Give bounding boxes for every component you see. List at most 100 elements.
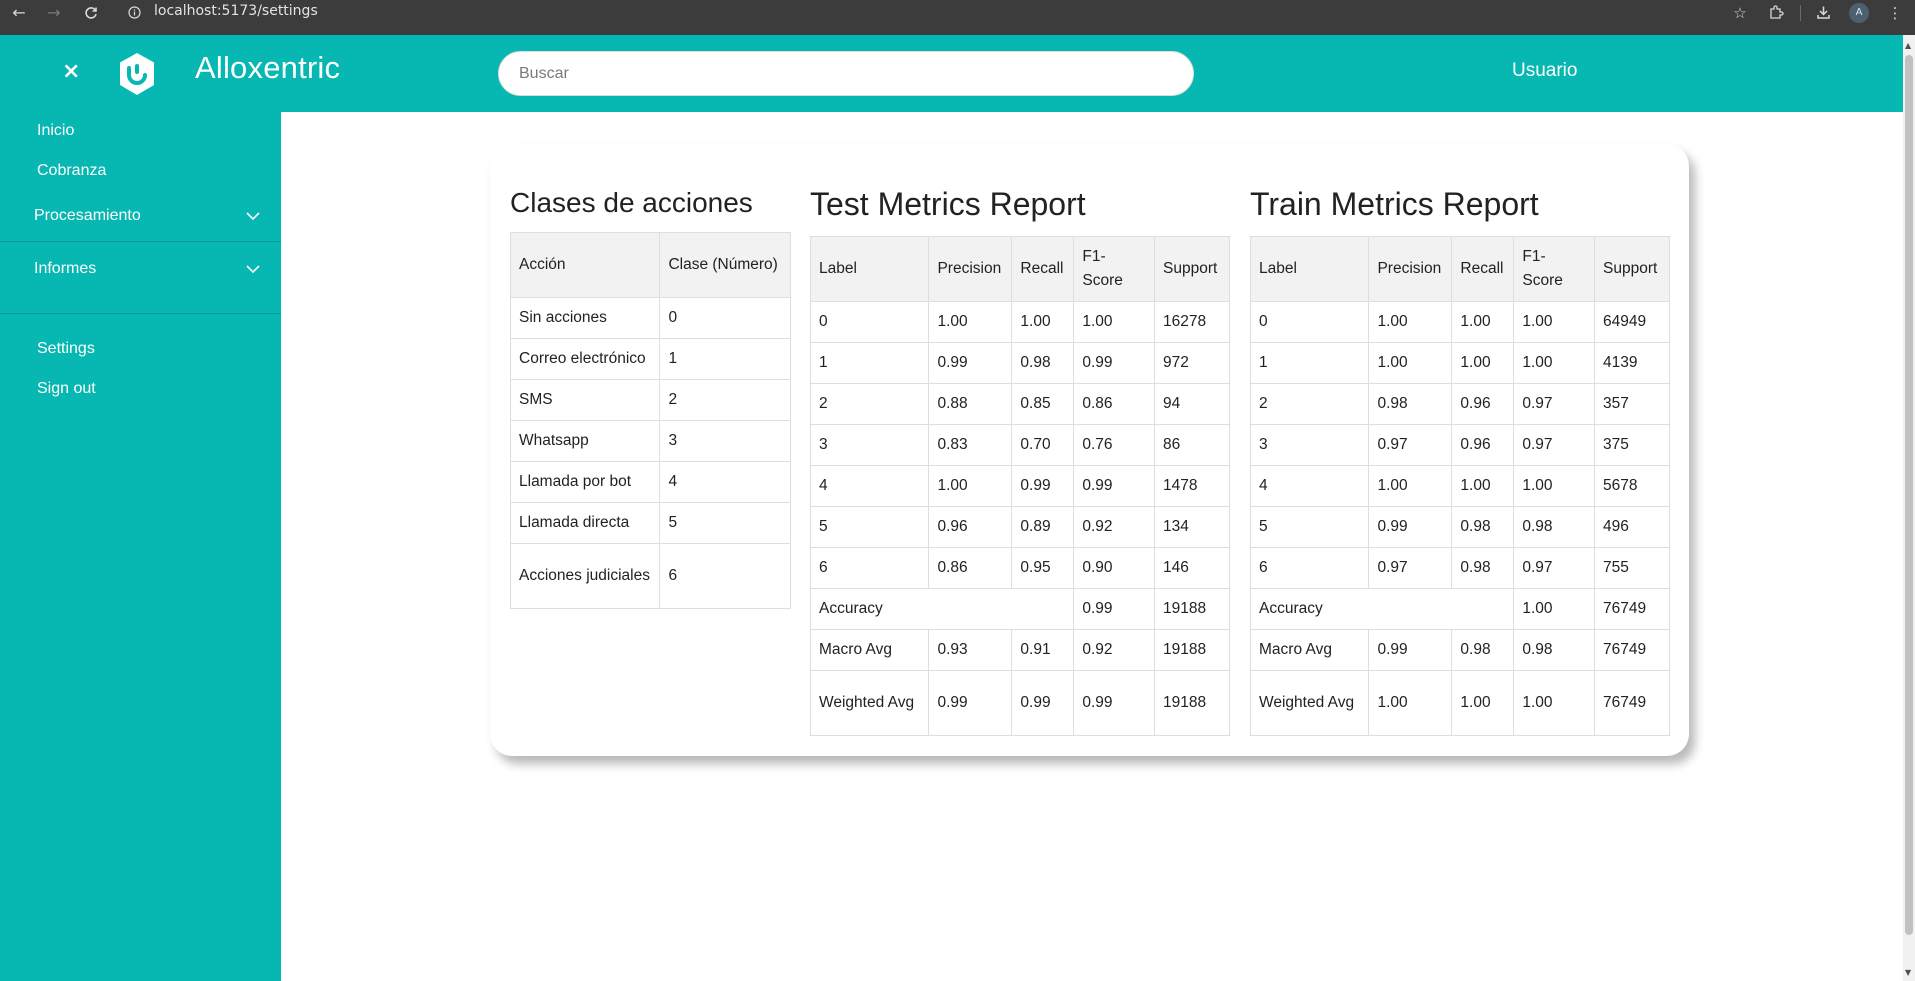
- table-cell: 1.00: [1513, 465, 1596, 507]
- table-cell: 134: [1154, 506, 1230, 548]
- sidebar-item-inicio[interactable]: Inicio: [37, 122, 75, 139]
- table-cell: 16278: [1154, 301, 1230, 343]
- macro-avg-row: Macro Avg 0.93 0.91 0.92 19188: [809, 629, 1230, 671]
- test-metrics-table: Label Precision Recall F1-Score Support …: [809, 236, 1230, 736]
- table-cell: 6: [1249, 547, 1370, 589]
- accuracy-row: Accuracy 0.99 19188: [809, 588, 1230, 630]
- site-info-icon[interactable]: [125, 0, 143, 25]
- table-cell: 1: [1249, 342, 1370, 384]
- user-menu[interactable]: Usuario: [1512, 60, 1578, 81]
- table-cell: 5678: [1594, 465, 1670, 507]
- table-cell: 0.93: [928, 629, 1013, 671]
- table-row: Llamada por bot 4: [509, 461, 791, 503]
- bookmark-star-icon[interactable]: ☆: [1733, 3, 1747, 22]
- table-cell: 375: [1594, 424, 1670, 466]
- table-cell: 0.92: [1073, 629, 1156, 671]
- table-cell: 1.00: [1451, 670, 1515, 736]
- table-header-row: Acción Clase (Número): [509, 232, 791, 298]
- table-cell: 1.00: [1368, 465, 1453, 507]
- table-cell: 1.00: [1073, 301, 1156, 343]
- table-cell: 1.00: [1451, 301, 1515, 343]
- table-row: 5 0.99 0.98 0.98 496: [1249, 506, 1670, 548]
- table-header-row: Label Precision Recall F1-Score Support: [809, 236, 1230, 302]
- weighted-avg-row: Weighted Avg 1.00 1.00 1.00 76749: [1249, 670, 1670, 736]
- column-header: F1-Score: [1073, 236, 1156, 302]
- browser-toolbar: ← → localhost:5173/settings ☆ A ⋮: [0, 0, 1915, 35]
- table-cell: Accuracy: [809, 588, 1075, 630]
- scrollbar-thumb[interactable]: [1905, 55, 1913, 935]
- table-cell: 0.90: [1073, 547, 1156, 589]
- table-cell: 1.00: [1368, 301, 1453, 343]
- table-cell: Sin acciones: [509, 297, 661, 339]
- sidebar-group-informes[interactable]: Informes: [34, 260, 260, 278]
- table-cell: Whatsapp: [509, 420, 661, 462]
- table-row: 3 0.97 0.96 0.97 375: [1249, 424, 1670, 466]
- download-icon[interactable]: [1809, 0, 1837, 25]
- back-arrow-icon[interactable]: ←: [12, 3, 26, 22]
- table-cell: 496: [1594, 506, 1670, 548]
- table-cell: 5: [809, 506, 930, 548]
- reload-icon[interactable]: [80, 0, 102, 25]
- table-cell: 86: [1154, 424, 1230, 466]
- table-cell: 0.97: [1368, 547, 1453, 589]
- sidebar-divider: [0, 313, 281, 314]
- brand-name[interactable]: Alloxentric: [195, 50, 341, 85]
- profile-avatar[interactable]: A: [1845, 0, 1873, 25]
- table-cell: 1.00: [928, 465, 1013, 507]
- extensions-puzzle-icon[interactable]: [1762, 0, 1790, 25]
- table-cell: 0.98: [1451, 629, 1515, 671]
- table-cell: 76749: [1594, 629, 1670, 671]
- column-header: Precision: [928, 236, 1013, 302]
- table-cell: 2: [1249, 383, 1370, 425]
- table-cell: 1: [809, 342, 930, 384]
- page-scrollbar[interactable]: ▲ ▼: [1903, 35, 1915, 981]
- browser-menu-icon[interactable]: ⋮: [1887, 3, 1903, 22]
- table-cell: 0.99: [1011, 670, 1075, 736]
- sidebar-item-sign-out[interactable]: Sign out: [37, 380, 96, 397]
- table-cell: 0.99: [1368, 506, 1453, 548]
- sidebar-item-settings[interactable]: Settings: [37, 340, 95, 357]
- table-cell: 5: [1249, 506, 1370, 548]
- column-header: Recall: [1011, 236, 1075, 302]
- table-cell: 1.00: [1011, 301, 1075, 343]
- table-cell: 2: [659, 379, 791, 421]
- table-cell: 0.92: [1073, 506, 1156, 548]
- table-cell: 0.86: [1073, 383, 1156, 425]
- table-cell: 1.00: [1368, 342, 1453, 384]
- address-bar[interactable]: localhost:5173/settings: [154, 3, 318, 19]
- table-cell: 1.00: [1451, 342, 1515, 384]
- table-cell: 1.00: [1513, 342, 1596, 384]
- sidebar-group-procesamiento[interactable]: Procesamiento: [34, 207, 260, 225]
- table-cell: 0.96: [928, 506, 1013, 548]
- scroll-down-arrow-icon[interactable]: ▼: [1905, 968, 1912, 977]
- search-input[interactable]: [498, 51, 1194, 96]
- table-row: Llamada directa 5: [509, 502, 791, 544]
- table-cell: 0.70: [1011, 424, 1075, 466]
- table-cell: 0: [809, 301, 930, 343]
- macro-avg-row: Macro Avg 0.99 0.98 0.98 76749: [1249, 629, 1670, 671]
- sidebar-item-cobranza[interactable]: Cobranza: [37, 162, 107, 179]
- table-cell: 1: [659, 338, 791, 380]
- forward-arrow-icon[interactable]: →: [47, 3, 61, 22]
- table-cell: Weighted Avg: [809, 670, 930, 736]
- table-cell: 755: [1594, 547, 1670, 589]
- table-cell: Weighted Avg: [1249, 670, 1370, 736]
- table-cell: 1.00: [1368, 670, 1453, 736]
- train-report-title: Train Metrics Report: [1250, 186, 1539, 222]
- sidebar-divider: [0, 241, 281, 242]
- column-header: Recall: [1451, 236, 1515, 302]
- scroll-up-arrow-icon[interactable]: ▲: [1905, 41, 1912, 50]
- brand-logo-icon: [120, 53, 154, 95]
- table-row: 2 0.88 0.85 0.86 94: [809, 383, 1230, 425]
- table-row: Whatsapp 3: [509, 420, 791, 462]
- table-row: Acciones judiciales 6: [509, 543, 791, 609]
- table-cell: 0.98: [1011, 342, 1075, 384]
- chevron-down-icon: [246, 265, 260, 274]
- table-row: 0 1.00 1.00 1.00 16278: [809, 301, 1230, 343]
- table-cell: 19188: [1154, 588, 1230, 630]
- column-header: Support: [1594, 236, 1670, 302]
- table-cell: 0.85: [1011, 383, 1075, 425]
- table-cell: 1478: [1154, 465, 1230, 507]
- sidebar: Inicio Cobranza Procesamiento Informes S…: [0, 112, 281, 981]
- close-sidebar-icon[interactable]: ×: [62, 59, 81, 84]
